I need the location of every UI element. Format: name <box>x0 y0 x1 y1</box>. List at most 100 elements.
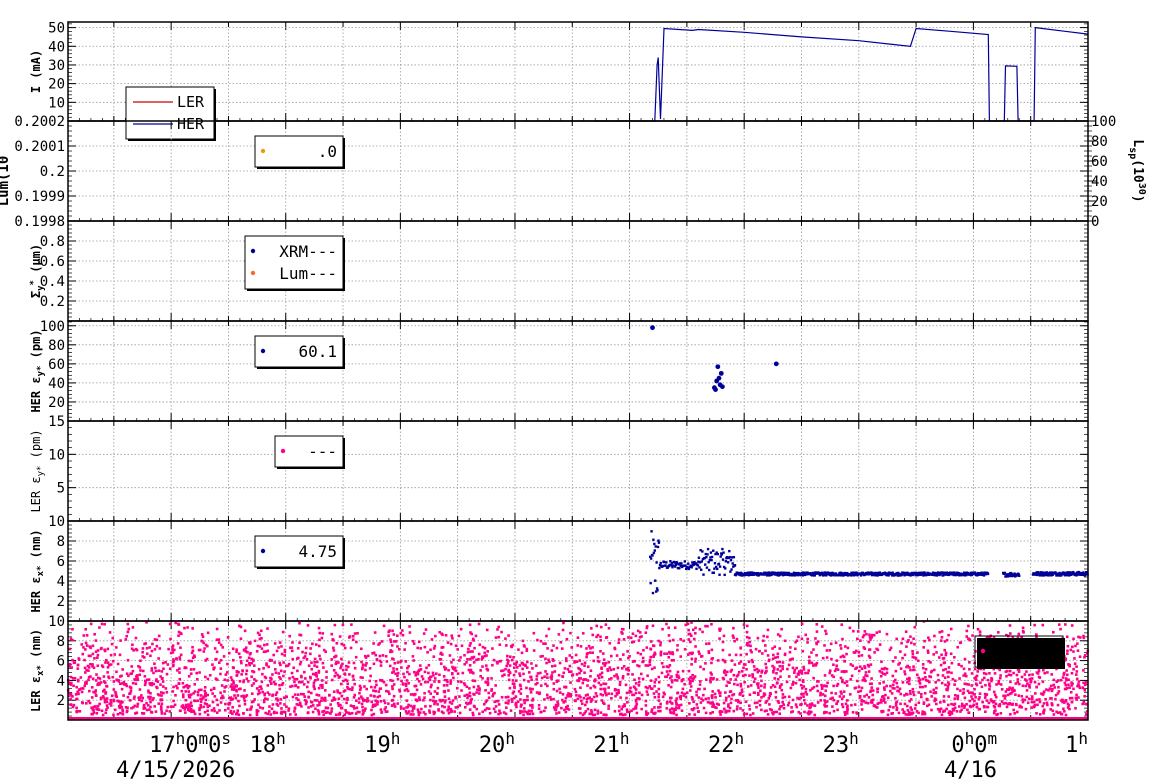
data-point <box>110 642 114 646</box>
data-point <box>903 653 907 657</box>
data-point <box>928 680 931 684</box>
data-point <box>671 651 674 654</box>
data-point <box>141 647 145 650</box>
data-point <box>889 689 892 693</box>
data-point <box>148 682 152 685</box>
data-point <box>274 693 278 697</box>
data-point <box>649 555 652 559</box>
data-point <box>132 649 135 652</box>
data-point <box>780 627 783 631</box>
data-point <box>665 707 669 710</box>
data-point <box>962 667 966 671</box>
data-point <box>825 704 829 708</box>
data-point <box>942 668 945 672</box>
data-point <box>970 695 973 698</box>
data-point <box>719 555 722 558</box>
data-point <box>824 632 828 636</box>
data-point <box>1004 575 1008 578</box>
data-point <box>1072 570 1075 574</box>
data-point <box>811 703 814 707</box>
data-point <box>796 696 799 700</box>
data-point <box>349 704 353 707</box>
data-point <box>302 692 305 696</box>
data-point <box>795 639 799 643</box>
data-point <box>408 631 412 634</box>
data-point <box>704 662 707 665</box>
data-point <box>602 658 606 661</box>
data-point <box>670 701 673 705</box>
data-point <box>880 701 883 704</box>
data-point <box>429 704 432 708</box>
data-point <box>1008 692 1012 696</box>
data-point <box>115 646 118 649</box>
data-point <box>864 671 868 674</box>
data-point <box>163 712 167 715</box>
data-point <box>970 684 974 687</box>
data-point <box>355 706 359 710</box>
data-point <box>1041 571 1044 574</box>
data-point <box>442 665 446 669</box>
data-point <box>527 709 531 713</box>
data-point <box>259 685 263 688</box>
data-point <box>494 636 498 639</box>
data-point <box>287 709 290 712</box>
data-point <box>615 673 618 676</box>
data-point <box>468 657 472 661</box>
data-point <box>205 702 209 706</box>
data-point <box>519 698 522 701</box>
data-point <box>569 693 573 696</box>
data-point <box>288 677 291 680</box>
data-point <box>237 670 240 674</box>
data-point <box>194 699 197 703</box>
data-point <box>303 655 307 658</box>
data-point <box>681 678 685 681</box>
data-point <box>224 702 227 706</box>
data-point <box>637 680 641 684</box>
data-point <box>300 680 304 684</box>
data-point <box>454 706 458 709</box>
data-point <box>1050 673 1054 676</box>
data-point <box>320 699 323 702</box>
data-point <box>990 699 993 703</box>
data-point <box>481 676 484 680</box>
data-point <box>1082 636 1086 640</box>
data-point <box>433 690 437 693</box>
y-tick-label: 6 <box>57 554 65 570</box>
data-point <box>287 662 291 666</box>
data-point <box>455 686 459 690</box>
data-point <box>653 695 657 699</box>
data-point <box>965 635 969 638</box>
data-point <box>871 689 875 692</box>
data-point <box>428 709 431 712</box>
data-point <box>1049 571 1052 575</box>
data-point <box>508 655 512 659</box>
data-point <box>1058 711 1062 714</box>
y-tick-label: 0.2 <box>40 294 65 310</box>
data-point <box>741 674 745 678</box>
data-point <box>211 700 215 704</box>
data-point <box>193 683 197 686</box>
data-point <box>826 681 829 685</box>
data-point <box>662 665 665 669</box>
data-point <box>1075 574 1078 577</box>
y-tick-label: 20 <box>48 77 65 93</box>
data-point <box>590 709 593 712</box>
data-point <box>552 644 555 647</box>
data-point <box>309 705 313 708</box>
data-point <box>644 685 648 689</box>
data-point <box>894 701 898 705</box>
data-point <box>820 687 824 691</box>
data-point <box>1027 684 1031 687</box>
data-point <box>96 683 100 686</box>
data-point <box>523 707 526 710</box>
data-point <box>954 573 958 577</box>
data-point <box>953 697 957 700</box>
data-point <box>774 696 778 699</box>
data-point <box>413 670 416 674</box>
data-point <box>741 709 745 712</box>
data-point <box>1069 648 1073 652</box>
data-point <box>689 685 693 688</box>
data-point <box>524 663 527 667</box>
data-point <box>951 677 955 681</box>
